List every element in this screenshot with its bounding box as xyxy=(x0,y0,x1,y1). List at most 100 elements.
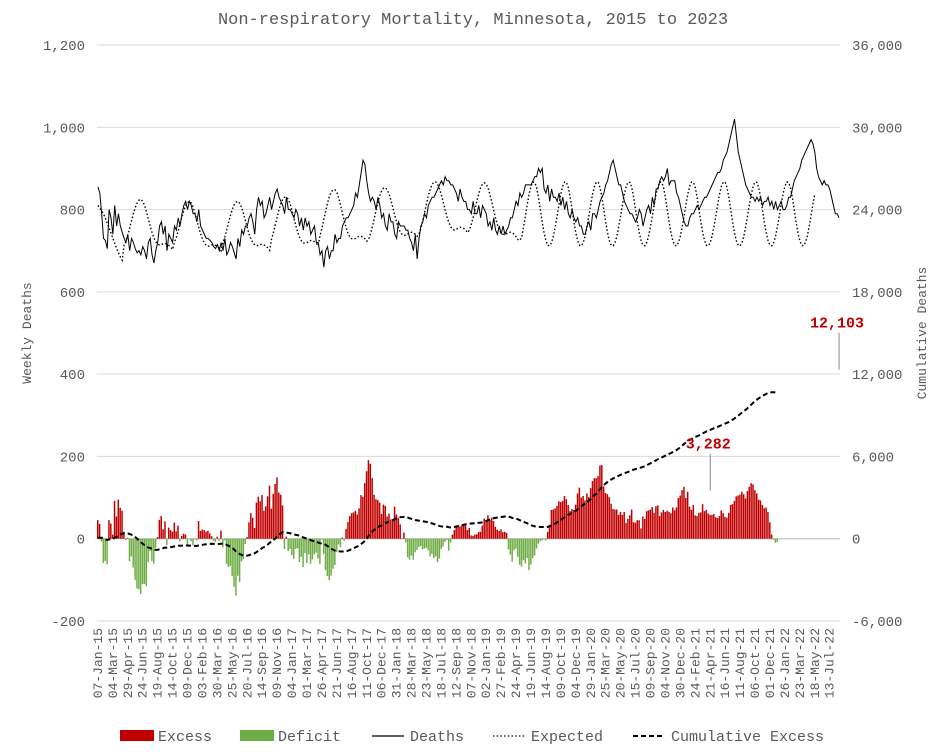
deficit-bar xyxy=(507,538,510,550)
excess-bar xyxy=(498,530,500,539)
excess-bar xyxy=(552,509,554,539)
excess-bar xyxy=(382,504,385,539)
deficit-bar xyxy=(237,538,239,576)
excess-bar xyxy=(162,529,164,539)
deficit-bar xyxy=(414,538,416,553)
y-axis-right: -6,000 0 6,000 12,000 18,000 24,000 30,000 36,0… xyxy=(852,39,902,631)
excess-bar xyxy=(726,517,728,539)
excess-bar xyxy=(487,515,489,539)
deficit-bar xyxy=(218,538,220,542)
excess-bar xyxy=(573,509,575,539)
deficit-bar xyxy=(102,538,105,563)
excess-bar xyxy=(696,516,698,539)
excess-bar xyxy=(634,522,637,539)
excess-bar xyxy=(371,478,373,539)
x-tick-label: 16-Aug-17 xyxy=(345,628,360,698)
y-tick-label: 400 xyxy=(60,368,85,384)
excess-bar xyxy=(666,510,668,539)
excess-bar xyxy=(655,506,657,539)
excess-bar xyxy=(253,528,256,539)
excess-bar xyxy=(673,510,676,539)
excess-bar xyxy=(108,520,110,539)
deficit-bar xyxy=(143,538,146,584)
deficit-bar xyxy=(541,538,543,541)
x-tick-label: 25-Mar-20 xyxy=(599,628,614,698)
x-tick-label: 30-Mar-16 xyxy=(210,628,225,698)
excess-bar xyxy=(548,524,551,539)
deficit-bar xyxy=(330,538,332,576)
y2-tick-label: 6,000 xyxy=(852,450,894,466)
excess-bar xyxy=(754,490,756,539)
y-tick-label: -200 xyxy=(51,615,85,631)
x-tick-label: 29-Apr-15 xyxy=(121,628,136,698)
deficit-bar xyxy=(298,538,301,563)
excess-bar xyxy=(707,513,709,539)
excess-bar xyxy=(270,508,273,539)
x-tick-label: 07-Nov-18 xyxy=(464,628,479,698)
excess-bar xyxy=(111,534,114,539)
excess-bar xyxy=(395,514,398,539)
deficit-bar xyxy=(293,538,295,559)
x-tick-label: 15-Jul-20 xyxy=(629,628,644,698)
x-tick-label: 20-May-20 xyxy=(614,628,629,698)
deficit-bar xyxy=(125,538,127,540)
excess-bar xyxy=(713,514,715,539)
x-tick-label: 19-Aug-15 xyxy=(151,628,166,698)
y-tick-label: 600 xyxy=(60,286,85,302)
excess-bar xyxy=(490,517,493,539)
excess-bar xyxy=(711,514,713,539)
excess-bar xyxy=(121,510,123,539)
excess-bar xyxy=(755,493,758,539)
deficit-bar xyxy=(154,538,157,548)
excess-bar xyxy=(671,507,674,539)
deficit-bar xyxy=(433,538,435,559)
excess-bar xyxy=(182,533,185,539)
excess-bar xyxy=(595,478,597,539)
deficit-bar xyxy=(535,538,538,549)
deficit-bar xyxy=(283,538,286,549)
deficit-bar xyxy=(235,538,237,596)
deficit-bar xyxy=(444,538,446,542)
expected-line xyxy=(97,181,816,263)
x-tick-label: 06-Oct-21 xyxy=(748,628,763,698)
excess-bar xyxy=(591,481,594,539)
excess-bar xyxy=(571,509,573,539)
excess-bar xyxy=(584,500,586,539)
excess-bar xyxy=(388,513,390,539)
y2-tick-label: 12,000 xyxy=(852,368,902,384)
deficit-bar xyxy=(302,538,304,568)
x-tick-label: 24-Jun-15 xyxy=(136,628,151,698)
deficit-bar xyxy=(317,538,319,559)
excess-bar xyxy=(352,512,355,539)
excess-bar xyxy=(642,516,644,539)
excess-bar xyxy=(709,514,711,539)
excess-bar xyxy=(724,516,726,539)
deficit-bar xyxy=(539,538,541,542)
deficit-bar xyxy=(324,538,327,570)
excess-bar xyxy=(685,497,687,539)
excess-bar xyxy=(373,494,375,539)
deficit-bar xyxy=(421,538,424,550)
excess-bar xyxy=(757,499,760,539)
excess-bar xyxy=(744,498,747,539)
deficit-bar xyxy=(425,538,428,548)
excess-bar xyxy=(485,520,487,539)
excess-bar xyxy=(399,524,401,539)
deficit-bar xyxy=(509,538,512,555)
deficit-bar xyxy=(100,538,103,542)
excess-bar xyxy=(714,517,717,539)
deficit-bar xyxy=(772,538,775,540)
excess-bar xyxy=(698,512,700,539)
annotation-label: 12,103 xyxy=(810,316,864,333)
deficit-bar xyxy=(328,538,330,581)
x-tick-label: 20-Jul-16 xyxy=(240,628,255,698)
excess-bar xyxy=(126,537,129,539)
excess-bar xyxy=(171,531,174,539)
excess-bar xyxy=(727,512,730,539)
excess-bar xyxy=(481,525,484,539)
excess-bar xyxy=(703,511,706,539)
deficit-bar xyxy=(427,538,429,551)
deficit-bar xyxy=(408,538,411,560)
excess-bar xyxy=(477,532,480,539)
